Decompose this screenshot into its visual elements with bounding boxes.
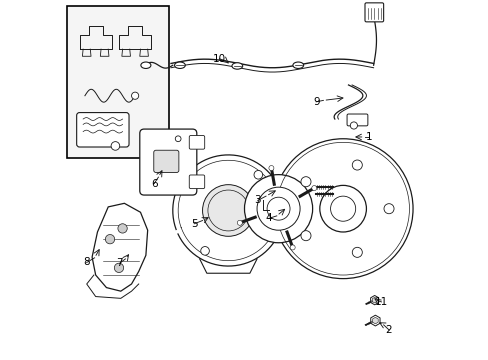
Text: 1: 1	[365, 132, 372, 142]
Circle shape	[131, 92, 139, 99]
FancyBboxPatch shape	[153, 150, 179, 172]
Circle shape	[319, 185, 366, 232]
Ellipse shape	[141, 62, 151, 68]
Circle shape	[349, 122, 357, 129]
Circle shape	[268, 166, 273, 171]
Text: 3: 3	[254, 195, 261, 206]
Circle shape	[383, 204, 393, 214]
FancyBboxPatch shape	[140, 129, 196, 195]
FancyBboxPatch shape	[364, 3, 383, 22]
Text: 9: 9	[312, 97, 319, 107]
Circle shape	[266, 197, 289, 220]
Circle shape	[244, 175, 312, 243]
FancyBboxPatch shape	[189, 135, 204, 149]
Circle shape	[289, 245, 295, 250]
Circle shape	[253, 171, 262, 179]
Polygon shape	[371, 297, 376, 303]
Circle shape	[311, 185, 316, 190]
Polygon shape	[370, 315, 379, 326]
FancyBboxPatch shape	[77, 113, 129, 147]
FancyBboxPatch shape	[189, 175, 204, 189]
Circle shape	[300, 231, 310, 241]
Circle shape	[257, 187, 300, 230]
Circle shape	[237, 220, 242, 225]
Circle shape	[175, 136, 181, 141]
Circle shape	[118, 224, 127, 233]
Circle shape	[111, 141, 120, 150]
Circle shape	[114, 263, 123, 273]
Bar	[67, 6, 169, 158]
Circle shape	[273, 139, 412, 279]
Circle shape	[300, 177, 310, 187]
Circle shape	[201, 247, 209, 255]
Ellipse shape	[231, 63, 242, 69]
Text: 5: 5	[191, 219, 197, 229]
Text: 11: 11	[374, 297, 387, 307]
Polygon shape	[372, 318, 377, 324]
Text: 2: 2	[385, 325, 391, 335]
Polygon shape	[92, 203, 147, 291]
Circle shape	[330, 196, 355, 221]
Circle shape	[351, 247, 362, 257]
Text: 8: 8	[83, 257, 90, 267]
Text: 7: 7	[116, 258, 123, 268]
FancyBboxPatch shape	[346, 114, 367, 126]
Ellipse shape	[174, 62, 185, 68]
Circle shape	[202, 185, 254, 236]
Circle shape	[351, 160, 362, 170]
Text: 6: 6	[150, 179, 157, 189]
Text: 10: 10	[212, 54, 225, 64]
Polygon shape	[370, 296, 378, 305]
Ellipse shape	[292, 62, 303, 68]
Circle shape	[105, 234, 115, 244]
Text: 4: 4	[265, 213, 272, 223]
